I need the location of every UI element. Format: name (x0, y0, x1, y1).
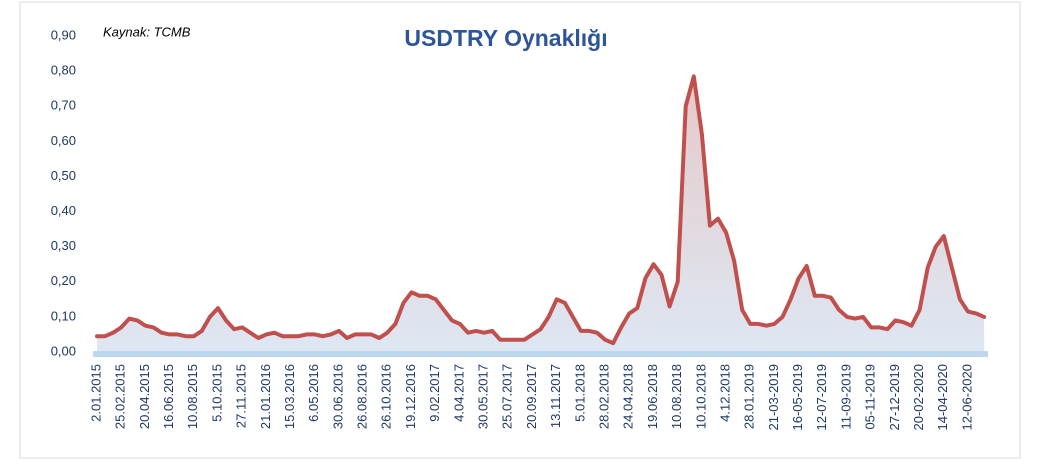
y-tick-label: 0,50 (51, 168, 76, 183)
x-tick-label: 21.01.2016 (258, 364, 273, 429)
x-tick-label: 25.07.2017 (500, 364, 515, 429)
y-tick-label: 0,40 (51, 203, 76, 218)
x-tick-label: 21-03-2019 (766, 364, 781, 431)
x-tick-label: 26.10.2016 (379, 364, 394, 429)
x-tick-label: 13.11.2017 (548, 364, 563, 428)
y-tick-label: 0,00 (51, 343, 76, 358)
x-tick-label: 30.05.2017 (476, 364, 491, 429)
frame (19, 1, 1021, 459)
y-tick-label: 0,10 (51, 308, 76, 323)
x-tick-label: 20.04.2015 (137, 364, 152, 429)
x-tick-label: 28.01.2019 (742, 364, 757, 429)
source-note: Kaynak: TCMB (103, 24, 191, 39)
x-tick-label: 27.11.2015 (234, 364, 249, 428)
x-tick-label: 19.06.2018 (645, 364, 660, 429)
line (95, 74, 987, 346)
x-tick-label: 19.12.2016 (403, 364, 418, 429)
x-tick-label: 4.12.2018 (718, 364, 733, 422)
y-tick-label: 0,70 (51, 98, 76, 113)
x-tick-label: 5.01.2018 (572, 364, 587, 422)
x-tick-label: 10.08.2018 (669, 364, 684, 429)
x-tick-label: 9.02.2017 (427, 364, 442, 422)
x-tick-label: 15.03.2016 (282, 364, 297, 429)
x-tick-label: 30.06.2016 (330, 364, 345, 429)
x-tick-label: 14-04-2020 (935, 364, 950, 431)
x-tick-label: 10.10.2018 (693, 364, 708, 429)
x-tick-label: 12-06-2020 (959, 364, 974, 431)
x-tick-label: 11-09-2019 (838, 364, 853, 430)
x-tick-label: 25.02.2015 (113, 364, 128, 429)
x-tick-label: 4.04.2017 (451, 364, 466, 422)
y-tick-label: 0,20 (51, 273, 76, 288)
x-tick-label: 10.08.2015 (185, 364, 200, 429)
area (97, 76, 985, 353)
x-tick-label: 2.01.2015 (88, 364, 103, 422)
x-tick-label: 5.10.2015 (209, 364, 224, 422)
x-tick-label: 27-12-2019 (887, 364, 902, 431)
x-tick-label: 24.04.2018 (621, 364, 636, 429)
x-axis (93, 351, 988, 357)
y-tick-label: 0,30 (51, 238, 76, 253)
x-tick-label: 16-05-2019 (790, 364, 805, 431)
y-tick-label: 0,90 (51, 27, 76, 42)
y-tick-label: 0,80 (51, 63, 76, 78)
x-tick-label: 26.08.2016 (355, 364, 370, 429)
x-tick-label: 16.06.2015 (161, 364, 176, 429)
x-tick-label: 05-11-2019 (863, 364, 878, 430)
chart-title: USDTRY Oynaklığı (404, 25, 607, 51)
x-tick-label: 12-07-2019 (814, 364, 829, 431)
x-tick-label: 20.09.2017 (524, 364, 539, 429)
x-tick-label: 28.02.2018 (597, 364, 612, 429)
x-tick-label: 6.05.2016 (306, 364, 321, 422)
y-tick-label: 0,60 (51, 133, 76, 148)
x-tick-label: 20-02-2020 (911, 364, 926, 431)
